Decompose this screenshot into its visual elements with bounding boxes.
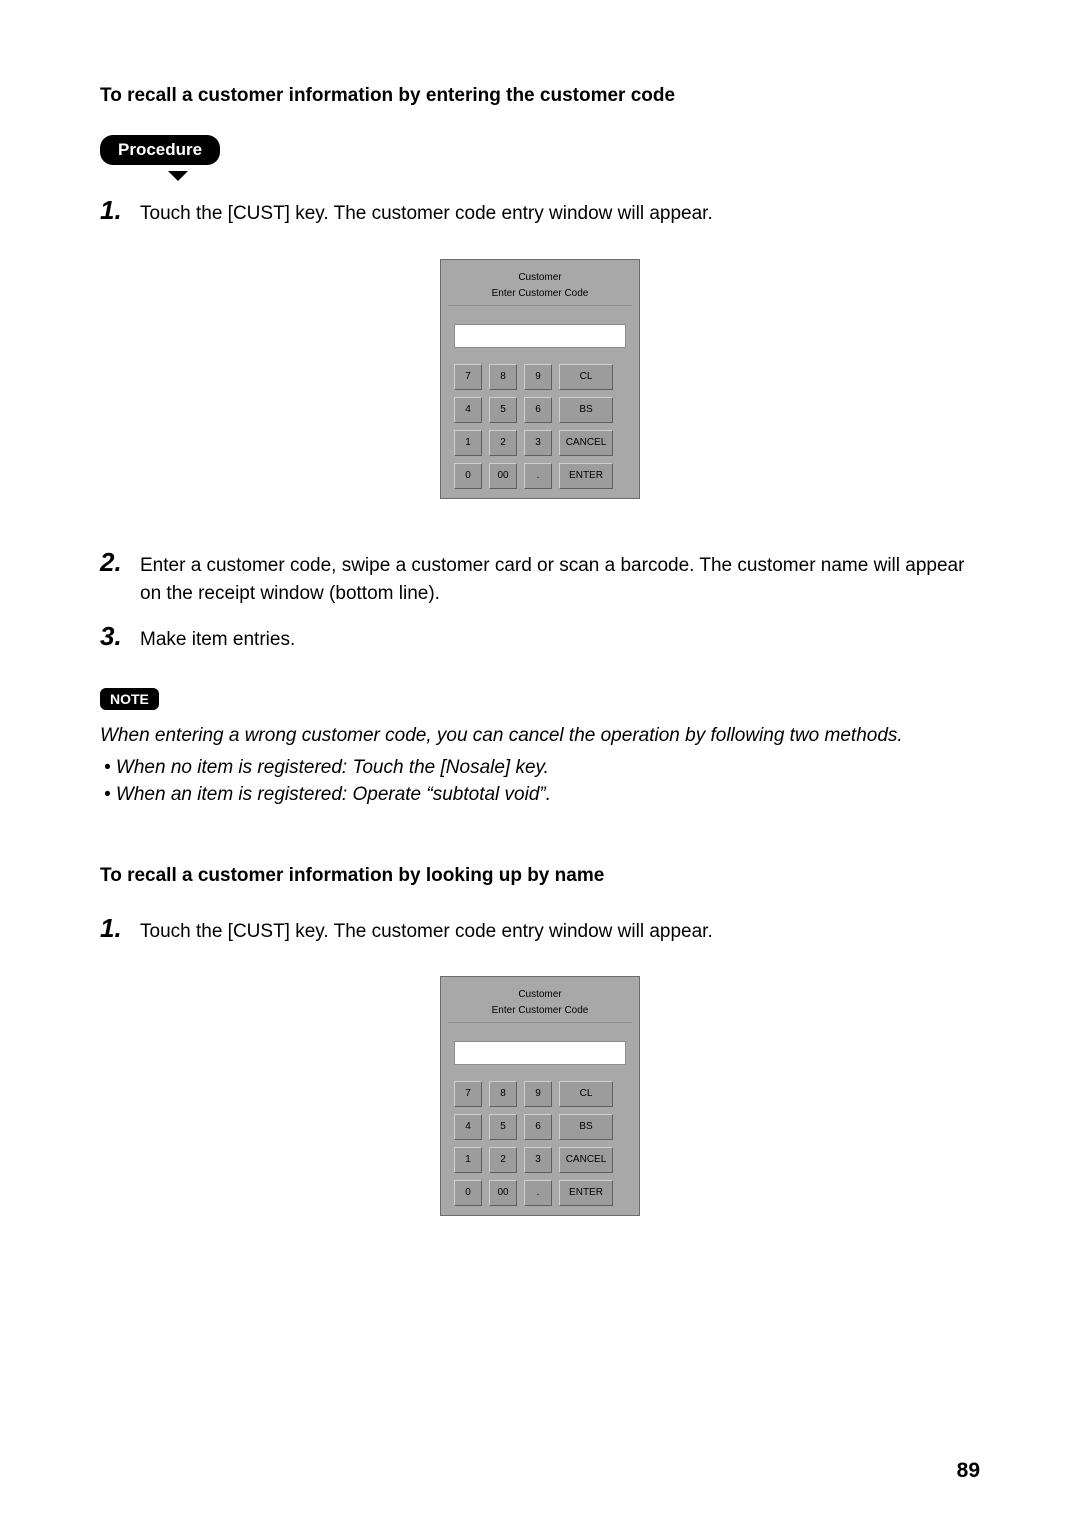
note-bullet-2: • When an item is registered: Operate “s… bbox=[100, 781, 980, 809]
key-2[interactable]: 2 bbox=[489, 1147, 517, 1173]
key-enter[interactable]: ENTER bbox=[559, 1180, 613, 1206]
keypad-divider bbox=[448, 1022, 632, 1023]
step-number: 3. bbox=[100, 623, 140, 649]
keypad-container-2: Customer Enter Customer Code 7 8 9 CL 4 … bbox=[100, 976, 980, 1216]
key-7[interactable]: 7 bbox=[454, 1081, 482, 1107]
step-text: Touch the [CUST] key. The customer code … bbox=[140, 197, 713, 229]
key-bs[interactable]: BS bbox=[559, 397, 613, 423]
section-title-recall-by-code: To recall a customer information by ente… bbox=[100, 85, 980, 107]
key-enter[interactable]: ENTER bbox=[559, 463, 613, 489]
key-5[interactable]: 5 bbox=[489, 397, 517, 423]
note-intro: When entering a wrong customer code, you… bbox=[100, 722, 980, 750]
key-bs[interactable]: BS bbox=[559, 1114, 613, 1140]
manual-page: To recall a customer information by ente… bbox=[0, 0, 1080, 1523]
key-cl[interactable]: CL bbox=[559, 1081, 613, 1107]
key-dot[interactable]: . bbox=[524, 1180, 552, 1206]
procedure-badge: Procedure bbox=[100, 135, 220, 165]
key-cancel[interactable]: CANCEL bbox=[559, 430, 613, 456]
step-number: 1. bbox=[100, 915, 140, 941]
key-dot[interactable]: . bbox=[524, 463, 552, 489]
page-number: 89 bbox=[957, 1459, 980, 1483]
step-text: Touch the [CUST] key. The customer code … bbox=[140, 915, 713, 947]
step-1: 1. Touch the [CUST] key. The customer co… bbox=[100, 197, 980, 229]
key-1[interactable]: 1 bbox=[454, 430, 482, 456]
key-4[interactable]: 4 bbox=[454, 397, 482, 423]
keypad-subtitle: Enter Customer Code bbox=[448, 285, 632, 305]
key-1[interactable]: 1 bbox=[454, 1147, 482, 1173]
keypad-display[interactable] bbox=[454, 1041, 626, 1065]
key-3[interactable]: 3 bbox=[524, 430, 552, 456]
keypad-display[interactable] bbox=[454, 324, 626, 348]
step-text: Make item entries. bbox=[140, 623, 295, 655]
key-00[interactable]: 00 bbox=[489, 1180, 517, 1206]
key-6[interactable]: 6 bbox=[524, 397, 552, 423]
procedure-badge-tail-icon bbox=[168, 171, 188, 181]
keypad-subtitle: Enter Customer Code bbox=[448, 1002, 632, 1022]
note-badge: NOTE bbox=[100, 688, 159, 710]
note-bullet-1: • When no item is registered: Touch the … bbox=[100, 754, 980, 782]
customer-code-keypad: Customer Enter Customer Code 7 8 9 CL 4 … bbox=[440, 259, 640, 499]
keypad-grid: 7 8 9 CL 4 5 6 BS 1 2 3 CANCEL 0 00 . EN… bbox=[448, 364, 632, 489]
key-9[interactable]: 9 bbox=[524, 1081, 552, 1107]
keypad-divider bbox=[448, 305, 632, 306]
keypad-title: Customer bbox=[448, 984, 632, 1002]
customer-code-keypad: Customer Enter Customer Code 7 8 9 CL 4 … bbox=[440, 976, 640, 1216]
key-0[interactable]: 0 bbox=[454, 1180, 482, 1206]
key-9[interactable]: 9 bbox=[524, 364, 552, 390]
section-title-recall-by-name: To recall a customer information by look… bbox=[100, 865, 980, 887]
key-2[interactable]: 2 bbox=[489, 430, 517, 456]
key-00[interactable]: 00 bbox=[489, 463, 517, 489]
step-text: Enter a customer code, swipe a customer … bbox=[140, 549, 980, 609]
step-number: 2. bbox=[100, 549, 140, 575]
step-number: 1. bbox=[100, 197, 140, 223]
step-3: 3. Make item entries. bbox=[100, 623, 980, 655]
key-5[interactable]: 5 bbox=[489, 1114, 517, 1140]
step-2: 2. Enter a customer code, swipe a custom… bbox=[100, 549, 980, 609]
key-3[interactable]: 3 bbox=[524, 1147, 552, 1173]
key-0[interactable]: 0 bbox=[454, 463, 482, 489]
step-1-section2: 1. Touch the [CUST] key. The customer co… bbox=[100, 915, 980, 947]
key-8[interactable]: 8 bbox=[489, 1081, 517, 1107]
key-cancel[interactable]: CANCEL bbox=[559, 1147, 613, 1173]
key-6[interactable]: 6 bbox=[524, 1114, 552, 1140]
keypad-container-1: Customer Enter Customer Code 7 8 9 CL 4 … bbox=[100, 259, 980, 499]
key-8[interactable]: 8 bbox=[489, 364, 517, 390]
keypad-grid: 7 8 9 CL 4 5 6 BS 1 2 3 CANCEL 0 00 . EN… bbox=[448, 1081, 632, 1206]
keypad-title: Customer bbox=[448, 267, 632, 285]
key-7[interactable]: 7 bbox=[454, 364, 482, 390]
key-4[interactable]: 4 bbox=[454, 1114, 482, 1140]
key-cl[interactable]: CL bbox=[559, 364, 613, 390]
